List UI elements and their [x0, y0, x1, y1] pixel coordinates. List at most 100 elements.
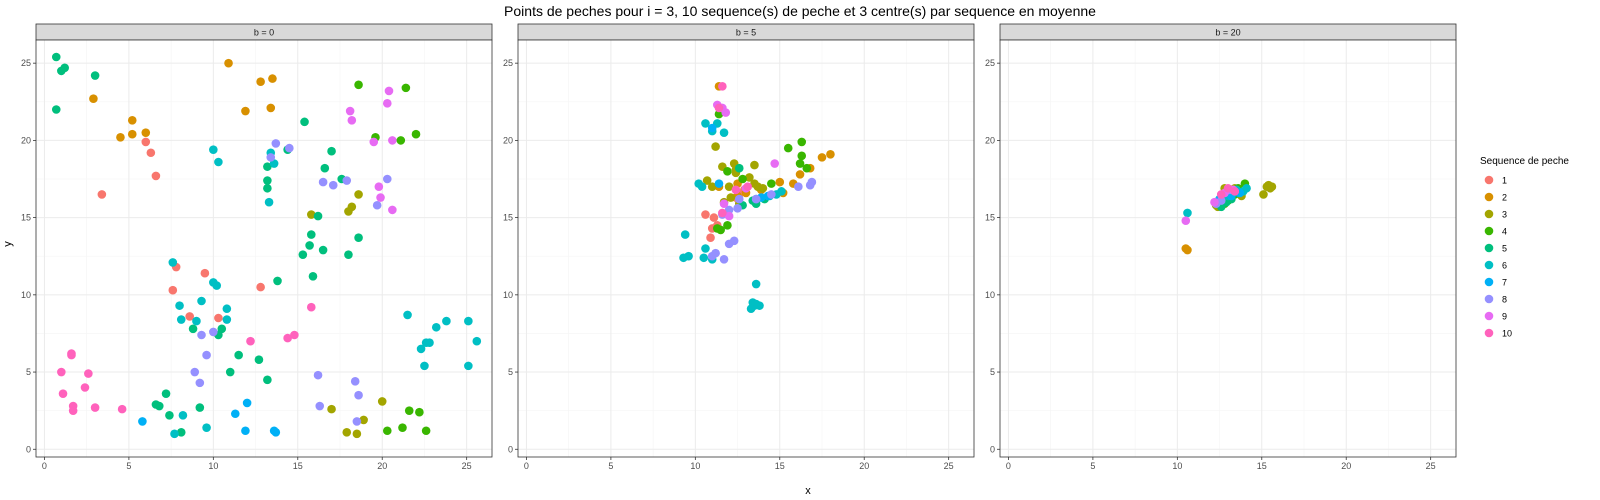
data-point	[354, 390, 363, 400]
data-point	[770, 159, 780, 168]
data-point	[775, 177, 785, 187]
data-point	[266, 153, 276, 162]
data-point	[263, 183, 272, 193]
data-point	[58, 389, 68, 398]
panel-border	[999, 39, 1457, 458]
data-point	[200, 268, 210, 278]
y-tick-label: 20	[21, 135, 31, 145]
data-point	[755, 301, 764, 310]
data-point	[464, 316, 473, 326]
y-tick-label: 5	[990, 367, 995, 377]
data-point	[230, 409, 240, 419]
data-point	[90, 71, 100, 80]
data-point	[127, 129, 137, 139]
data-point	[51, 52, 61, 62]
y-tick-label: 15	[503, 213, 513, 223]
data-point	[195, 403, 205, 412]
data-point	[176, 427, 186, 437]
panel-border	[517, 39, 975, 458]
data-point	[263, 375, 272, 385]
data-point	[750, 160, 759, 170]
data-point	[116, 133, 125, 142]
data-point	[318, 177, 328, 187]
data-point	[1183, 245, 1192, 255]
y-tick-label: 15	[985, 213, 995, 223]
data-point	[714, 103, 724, 113]
data-point	[1183, 208, 1192, 218]
facet-panel: b = 0 0 5 10 15 20 25 0 5 10 15 20 25	[21, 23, 493, 471]
legend-key	[1484, 260, 1494, 270]
data-point	[712, 224, 722, 233]
data-point	[1230, 187, 1240, 196]
y-tick-label: 10	[503, 290, 513, 300]
data-point	[464, 361, 473, 371]
y-tick-label: 0	[26, 444, 31, 454]
x-tick-label: 0	[1006, 461, 1011, 471]
data-point	[225, 367, 235, 377]
data-point	[315, 401, 325, 411]
data-point	[1216, 196, 1226, 205]
data-point	[57, 66, 66, 76]
data-point	[401, 83, 411, 93]
data-point	[403, 310, 412, 320]
legend-key	[1484, 175, 1494, 185]
data-point	[300, 117, 309, 127]
data-point	[711, 142, 720, 151]
data-point	[472, 336, 482, 346]
data-point	[342, 176, 352, 185]
data-point	[273, 276, 282, 286]
data-point	[350, 377, 360, 386]
data-point	[68, 406, 78, 415]
facet-strip-label: b = 5	[736, 28, 756, 38]
x-tick-label: 0	[524, 461, 529, 471]
data-point	[306, 230, 316, 239]
data-point	[197, 330, 206, 340]
data-point	[242, 398, 252, 408]
data-point	[354, 233, 363, 242]
data-point	[702, 176, 712, 185]
data-point	[797, 137, 807, 147]
legend-label: 3	[1502, 210, 1507, 220]
data-point	[256, 282, 265, 292]
data-point	[746, 304, 756, 314]
data-point	[67, 350, 76, 360]
data-point	[271, 427, 281, 437]
x-tick-label: 25	[1426, 461, 1436, 471]
data-point	[396, 136, 406, 145]
data-point	[306, 210, 316, 219]
data-point	[425, 338, 434, 348]
chart-title: Points de peches pour i = 3, 10 sequence…	[504, 3, 1096, 19]
data-point	[719, 199, 729, 209]
y-tick-label: 25	[503, 58, 513, 68]
data-point	[197, 296, 206, 306]
y-tick-label: 0	[508, 444, 513, 454]
data-point	[178, 411, 188, 420]
data-point	[241, 426, 250, 436]
data-point	[751, 194, 761, 204]
data-point	[724, 205, 734, 215]
data-point	[734, 163, 744, 173]
data-point	[420, 361, 429, 371]
facet-panel: b = 5 0 5 10 15 20 25 0 5 10 15 20 25	[503, 23, 975, 471]
data-point	[384, 86, 394, 96]
data-point	[51, 105, 61, 114]
y-tick-label: 0	[990, 444, 995, 454]
data-point	[411, 129, 421, 139]
data-point	[344, 250, 353, 259]
x-tick-label: 15	[293, 461, 303, 471]
data-point	[734, 194, 744, 204]
data-point	[327, 404, 336, 414]
data-point	[195, 378, 205, 388]
data-point	[222, 304, 232, 314]
data-point	[146, 148, 156, 158]
data-point	[202, 423, 211, 432]
legend-label: 8	[1502, 295, 1507, 305]
data-point	[1223, 183, 1233, 193]
data-point	[684, 251, 693, 261]
y-tick-label: 15	[21, 213, 31, 223]
data-point	[719, 255, 729, 264]
data-point	[308, 272, 318, 281]
data-point	[190, 367, 200, 377]
data-point	[724, 211, 734, 221]
x-tick-label: 20	[859, 461, 869, 471]
